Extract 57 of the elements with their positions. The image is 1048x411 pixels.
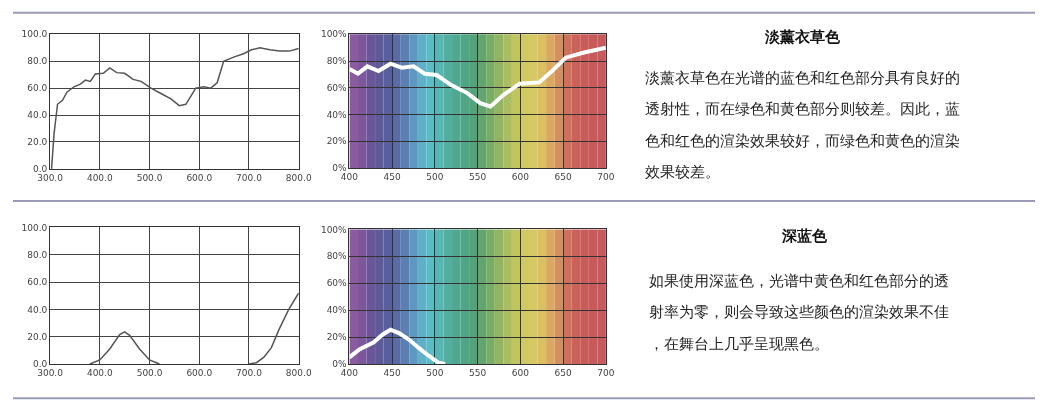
y-tick-label: 100.0 <box>21 29 48 40</box>
x-tick-label: 600.0 <box>186 367 213 378</box>
x-tick-label: 700 <box>597 367 615 378</box>
y-tick-label: 60% <box>326 278 348 289</box>
y-tick-label: 0% <box>332 163 348 174</box>
y-tick-label: 80% <box>326 56 348 67</box>
x-tick-label: 400 <box>340 171 359 182</box>
x-tick-label: 800.0 <box>285 172 312 183</box>
y-tick-label: 20% <box>326 332 348 343</box>
x-tick-label: 450 <box>383 171 402 182</box>
y-tick-label: 60.0 <box>27 277 48 288</box>
x-tick-label: 600.0 <box>186 172 213 183</box>
x-tick-label: 500.0 <box>136 172 163 183</box>
x-tick-label: 300.0 <box>37 172 64 183</box>
y-tick-label: 100.0 <box>21 222 48 233</box>
x-tick-label: 300.0 <box>37 367 64 378</box>
y-tick-label: 100% <box>320 224 348 235</box>
x-tick-label: 500 <box>426 367 444 378</box>
y-tick-label: 100% <box>320 29 348 40</box>
x-tick-label: 700.0 <box>236 172 263 183</box>
x-tick-label: 400.0 <box>86 367 113 378</box>
x-tick-label: 400 <box>340 367 359 378</box>
x-tick-label: 500.0 <box>136 367 163 378</box>
x-tick-label: 600 <box>511 171 530 182</box>
y-tick-label: 20.0 <box>27 137 48 148</box>
text: 如果使用深蓝色，光谱中黄色和红色部分的透射率为零，则会导致这些颜色的渲染效果不佳，在舞台上几乎呈现黑色。 <box>649 272 949 353</box>
y-tick-label: 40% <box>326 109 348 120</box>
line-series <box>349 327 448 365</box>
x-tick-label: 650 <box>554 367 573 378</box>
text: 淡薰衣草色 <box>764 28 841 46</box>
line-series <box>349 45 606 109</box>
x-tick-label: 400.0 <box>86 172 113 183</box>
y-tick-label: 40% <box>326 305 348 316</box>
y-tick-label: 60.0 <box>27 83 48 94</box>
x-tick-label: 550 <box>469 171 487 182</box>
text: 淡薰衣草色在光谱的蓝色和红色部分具有良好的透射性，而在绿色和黄色部分则较差。因此，蓝色和红色的渲染效果较好，而绿色和黄色的渲染效果较差。 <box>645 69 960 181</box>
y-tick-label: 0.0 <box>32 359 48 370</box>
y-tick-label: 80.0 <box>27 249 48 260</box>
y-tick-label: 0% <box>332 359 348 370</box>
y-tick-label: 20.0 <box>27 331 48 342</box>
line-series <box>50 46 299 169</box>
x-tick-label: 550 <box>469 367 487 378</box>
y-tick-label: 80.0 <box>27 56 48 67</box>
x-tick-label: 700 <box>597 171 615 182</box>
y-tick-label: 0.0 <box>32 164 48 175</box>
x-tick-label: 600 <box>511 367 530 378</box>
y-tick-label: 40.0 <box>27 110 48 121</box>
y-tick-label: 80% <box>326 251 348 262</box>
x-tick-label: 450 <box>383 367 402 378</box>
y-tick-label: 20% <box>326 136 348 147</box>
x-tick-label: 500 <box>426 171 444 182</box>
y-tick-label: 40.0 <box>27 304 48 315</box>
x-tick-label: 650 <box>554 171 573 182</box>
x-tick-label: 800.0 <box>285 367 312 378</box>
x-tick-label: 700.0 <box>236 367 263 378</box>
text: 深蓝色 <box>781 227 828 245</box>
y-tick-label: 60% <box>326 82 348 93</box>
